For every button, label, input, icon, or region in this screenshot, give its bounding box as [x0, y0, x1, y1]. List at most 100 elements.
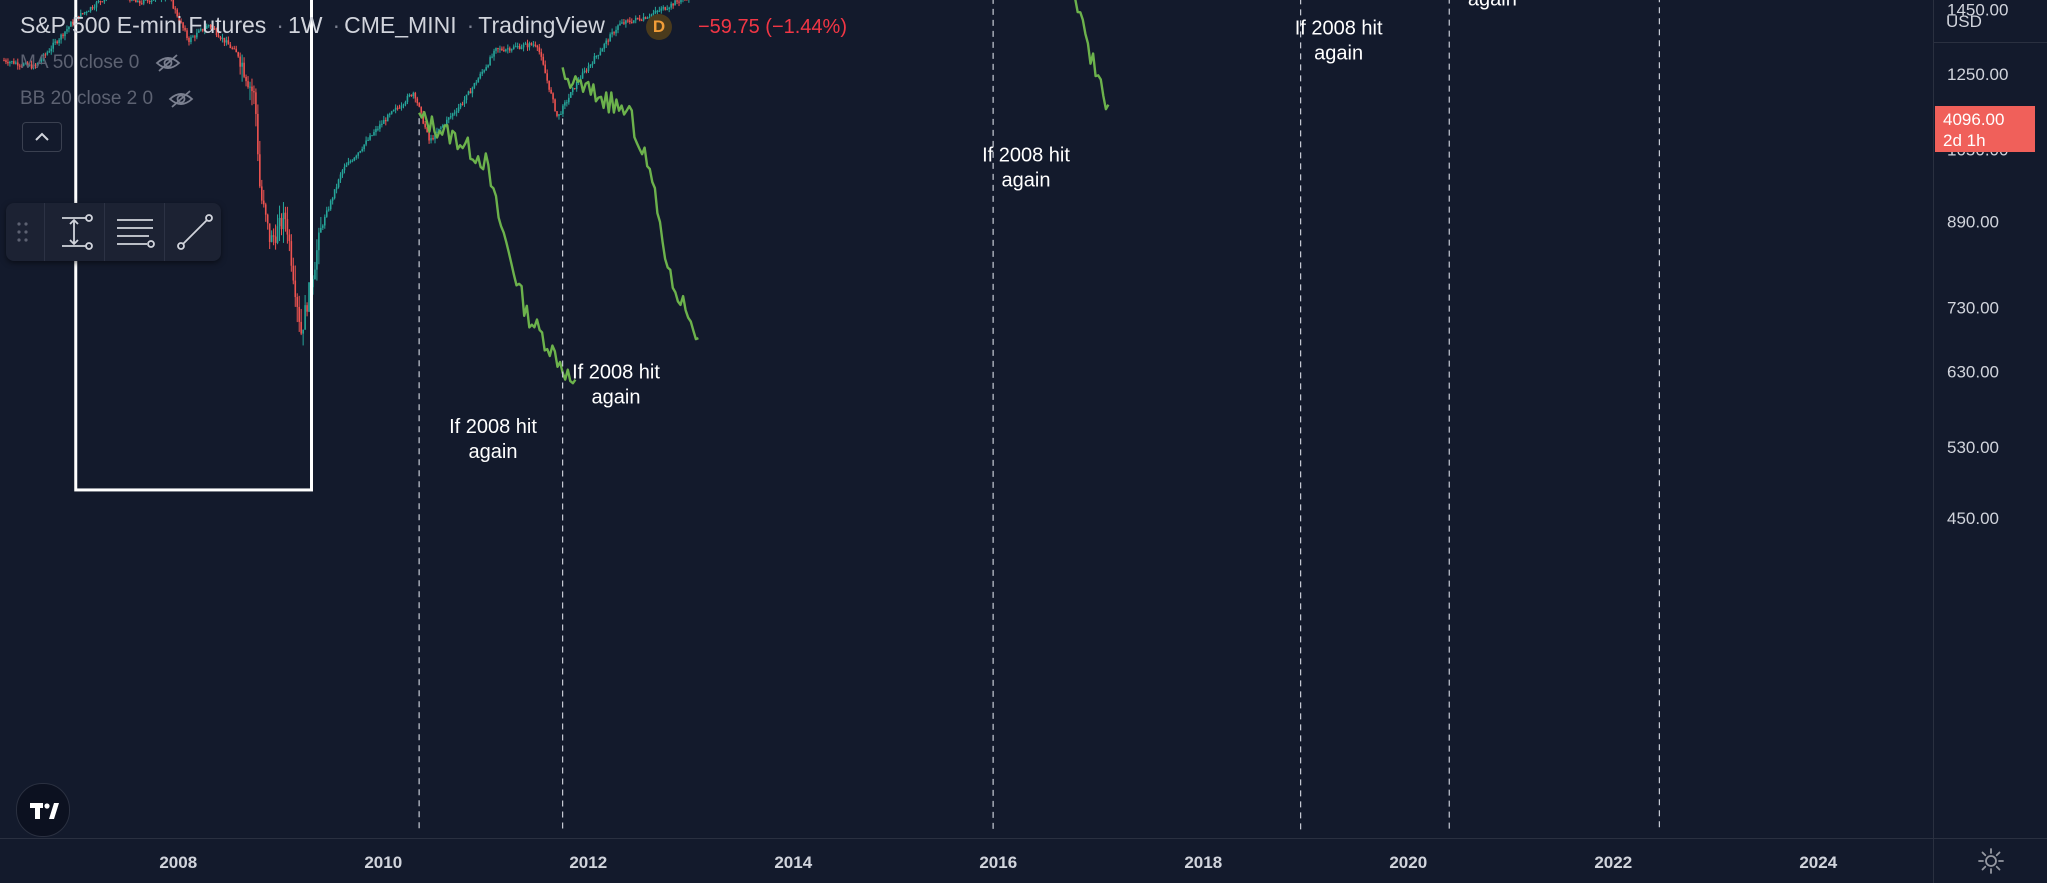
candle: [652, 13, 655, 15]
symbol-title[interactable]: S&P 500 E-mini Futures: [20, 12, 267, 38]
candle: [420, 106, 423, 113]
candle: [363, 144, 365, 150]
price-range-button[interactable]: [56, 212, 96, 252]
candle: [15, 62, 17, 64]
candle: [343, 166, 346, 171]
candle: [278, 217, 281, 227]
y-tick-label: 1450.00: [1947, 0, 2008, 19]
candle: [270, 235, 273, 242]
tradingview-logo[interactable]: [16, 783, 70, 837]
candle: [528, 43, 531, 48]
candle: [485, 67, 487, 71]
x-tick-label: 2014: [774, 853, 812, 872]
drawing-toolbar[interactable]: [6, 203, 221, 261]
candle: [394, 107, 397, 110]
candle: [180, 21, 182, 23]
candle: [292, 265, 295, 281]
candle: [558, 114, 560, 116]
price-axis[interactable]: [1933, 0, 2047, 883]
candle: [428, 131, 430, 141]
candle: [44, 54, 47, 56]
candle: [87, 11, 90, 13]
candle: [205, 25, 208, 29]
candle: [465, 94, 468, 100]
collapse-legend-button[interactable]: [22, 122, 62, 152]
candle: [280, 217, 283, 230]
candle: [562, 105, 564, 114]
candle: [331, 198, 334, 201]
trend-line-icon: [177, 214, 213, 250]
candle: [408, 94, 411, 96]
candle: [670, 3, 672, 8]
trend-line-button[interactable]: [175, 212, 215, 252]
candle: [532, 44, 535, 46]
candle: [388, 113, 391, 115]
indicator-bb20[interactable]: BB 20 close 2 0: [20, 88, 194, 110]
x-tick-label: 2012: [569, 853, 607, 872]
candle: [672, 3, 674, 6]
candle: [668, 7, 670, 9]
parallel-lines-button[interactable]: [115, 212, 155, 252]
candle: [560, 113, 562, 115]
candle: [203, 28, 206, 31]
candle: [617, 25, 619, 30]
candle: [316, 250, 318, 270]
candle: [201, 28, 204, 31]
delayed-data-badge[interactable]: D: [646, 14, 672, 40]
candle: [345, 164, 348, 167]
candle: [621, 22, 623, 24]
candle: [416, 98, 419, 104]
candle: [646, 17, 649, 19]
candle: [536, 45, 539, 48]
candle: [52, 42, 54, 49]
current-price-tag: 4096.00 2d 1h: [1935, 106, 2035, 152]
candle: [9, 61, 11, 64]
bar-countdown: 2d 1h: [1943, 131, 1986, 150]
settings-gear-icon[interactable]: [1976, 846, 2006, 876]
candle: [7, 61, 9, 64]
candle: [442, 125, 444, 128]
candle: [361, 149, 363, 152]
candle: [257, 113, 259, 155]
candle: [613, 32, 615, 34]
currency-selector[interactable]: USD: [1946, 12, 1982, 31]
candle: [207, 25, 210, 27]
candle: [148, 0, 151, 3]
candle: [392, 109, 395, 112]
candle: [381, 123, 383, 125]
candle: [227, 40, 230, 45]
candle: [603, 43, 606, 49]
candle: [243, 62, 245, 77]
symbol-header[interactable]: S&P 500 E-mini Futures · 1W · CME_MINI · Tradi…: [20, 12, 605, 38]
chevron-up-icon: [35, 132, 49, 141]
eye-off-icon[interactable]: [155, 54, 181, 72]
x-tick-label: 2018: [1184, 853, 1222, 872]
candle: [373, 132, 375, 136]
candle: [16, 62, 19, 66]
tradingview-logo-icon: [30, 803, 59, 819]
candle: [93, 7, 96, 9]
candle: [290, 241, 293, 266]
interval-label[interactable]: 1W: [287, 12, 323, 38]
candle: [11, 61, 13, 63]
candle: [296, 297, 299, 307]
candle: [262, 200, 265, 205]
candle: [660, 8, 663, 11]
grip-icon[interactable]: [16, 221, 30, 243]
x-tick-label: 2010: [364, 853, 402, 872]
candle: [62, 34, 64, 37]
candle: [329, 200, 332, 210]
candle: [491, 56, 493, 58]
candle: [406, 95, 409, 102]
candle: [629, 20, 631, 23]
candle: [325, 210, 328, 217]
candle: [314, 269, 316, 280]
candle: [103, 0, 106, 2]
candle: [371, 135, 373, 137]
indicator-ma50[interactable]: MA 50 close 0: [20, 52, 181, 74]
candle: [13, 61, 15, 64]
eye-off-icon[interactable]: [168, 90, 194, 108]
candle: [568, 97, 570, 103]
candle: [298, 306, 300, 322]
